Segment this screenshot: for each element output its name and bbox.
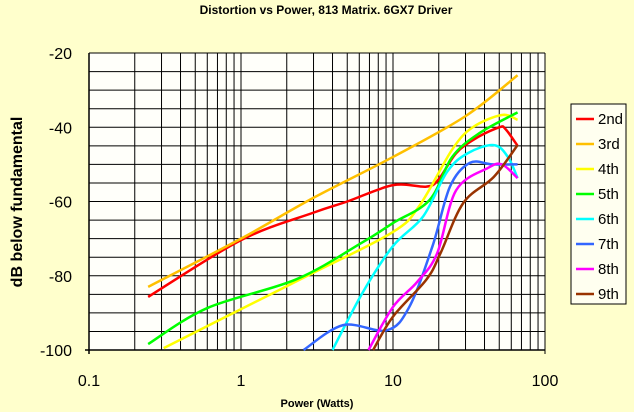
x-tick-label: 100: [532, 373, 559, 390]
y-tick-label: -60: [49, 195, 72, 212]
legend-label: 4th: [598, 161, 619, 178]
series-line-6th: [331, 143, 519, 351]
y-tick-label: -80: [49, 269, 72, 286]
y-tick-label: -40: [49, 120, 72, 137]
legend-label: 3rd: [598, 136, 620, 153]
series-line-7th: [302, 160, 518, 351]
legend-label: 8th: [598, 261, 619, 278]
tick-labels: 0.1 1 10 100 -20 -40 -60 -80 -100: [40, 46, 558, 390]
series-line-3rd: [147, 74, 519, 288]
legend-label: 5th: [598, 186, 619, 203]
series-line-8th: [367, 162, 519, 351]
legend-label: 2nd: [598, 111, 623, 128]
series-line-9th: [372, 144, 519, 351]
series-line-5th: [147, 111, 519, 346]
y-tick-label: -20: [49, 46, 72, 63]
legend-label: 9th: [598, 286, 619, 303]
legend-label: 6th: [598, 211, 619, 228]
x-tick-label: 0.1: [78, 373, 100, 390]
x-axis-label: Power (Watts): [281, 398, 354, 410]
legend-label: 7th: [598, 236, 619, 253]
x-tick-label: 1: [237, 373, 246, 390]
grid-lines: [85, 52, 546, 354]
y-tick-label: -100: [40, 343, 72, 360]
x-tick-label: 10: [384, 373, 402, 390]
chart-title: Distortion vs Power, 813 Matrix. 6GX7 Dr…: [200, 3, 453, 17]
legend: 2nd 3rd 4th 5th 6th 7th 8th 9th: [570, 103, 627, 305]
y-axis-label: dB below fundamental: [9, 117, 26, 288]
series-lines: [147, 74, 519, 351]
